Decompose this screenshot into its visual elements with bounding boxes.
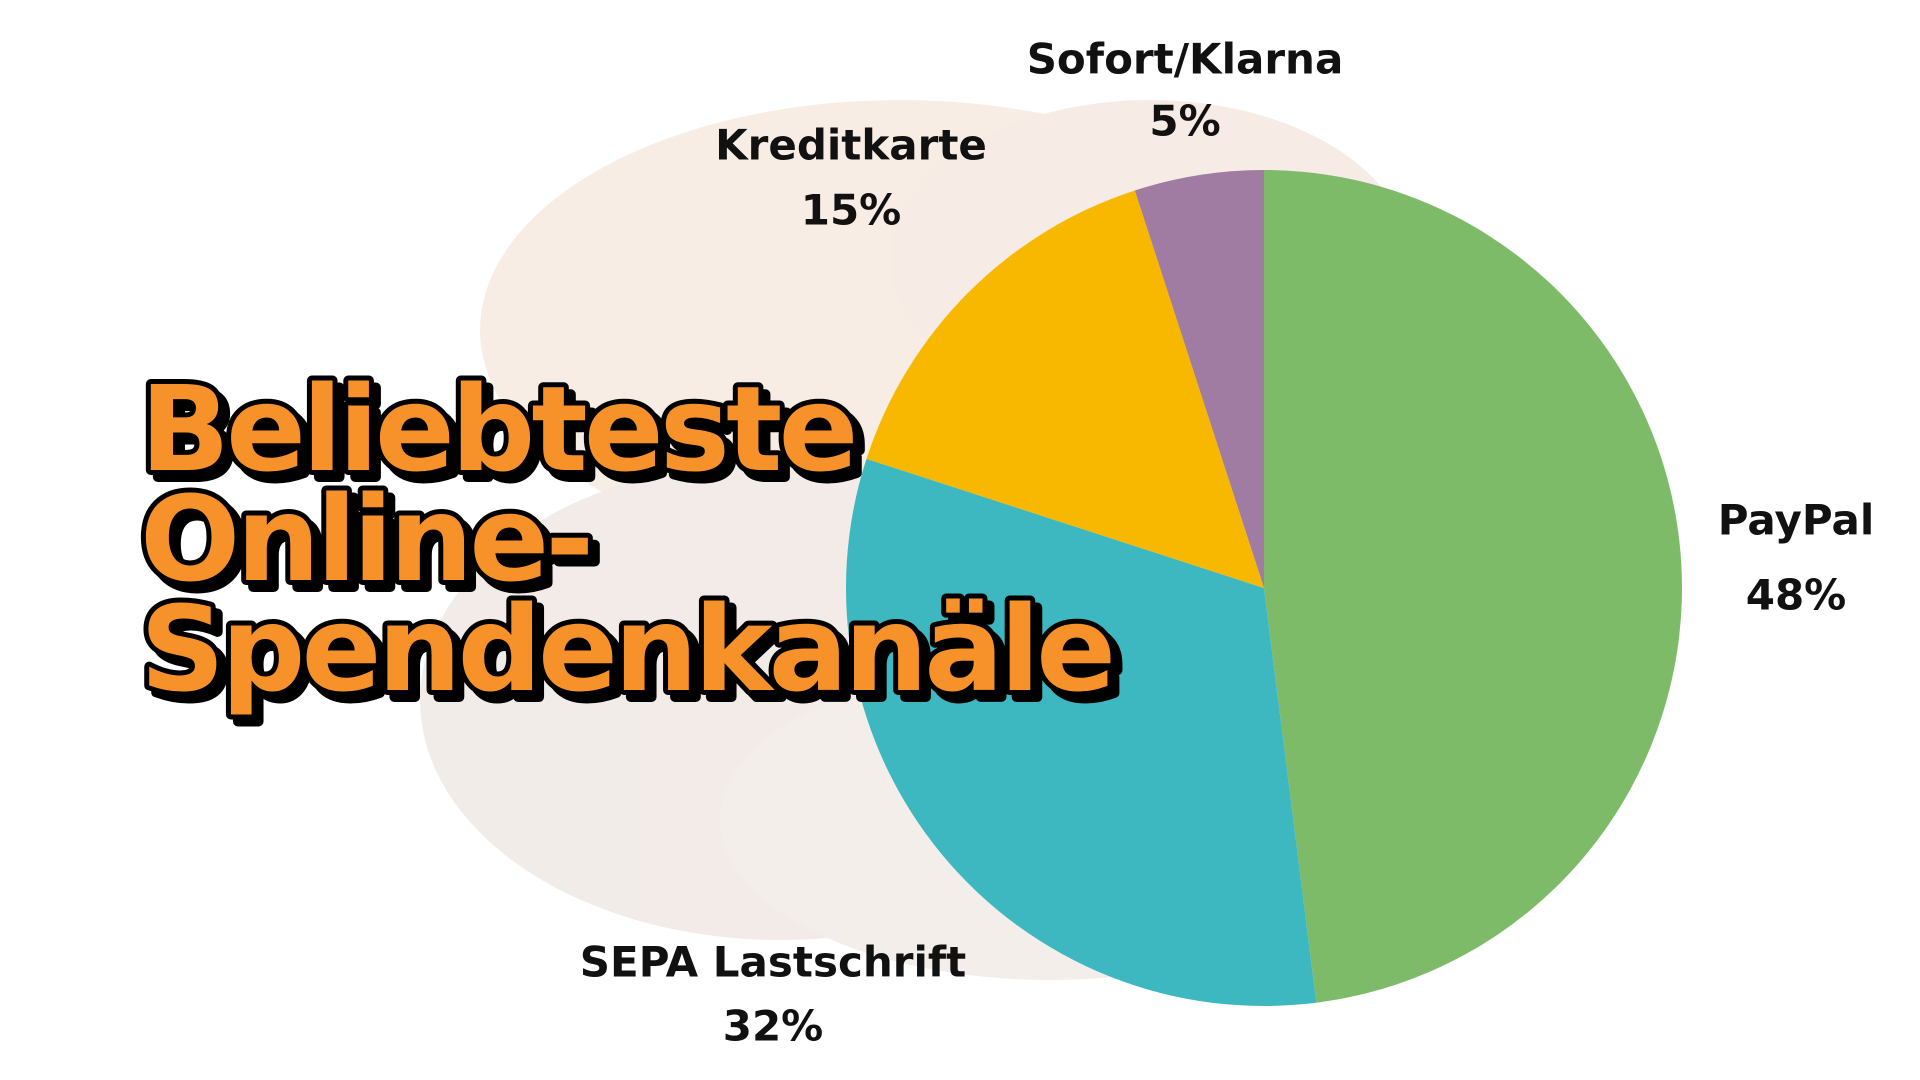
pie-slice — [866, 190, 1264, 588]
value-label: 32% — [723, 1002, 824, 1051]
pie-slice — [846, 458, 1317, 1006]
chart-title: Spendenkanäle — [140, 580, 1112, 718]
pie-slice — [1264, 170, 1682, 1003]
value-label: 15% — [801, 186, 902, 235]
slice-label: Sofort/Klarna — [1027, 35, 1344, 84]
pie-slice — [1134, 170, 1264, 588]
pie — [846, 170, 1682, 1006]
chart-title: Online- — [140, 470, 590, 608]
chart-title: Beliebteste — [140, 360, 854, 498]
slice-label: SEPA Lastschrift — [580, 938, 966, 987]
labels: PayPal 48% SEPA Lastschrift 32% Kreditkarte 1… — [580, 35, 1874, 1051]
value-label: 48% — [1746, 571, 1847, 620]
slice-label: Kreditkarte — [715, 121, 987, 170]
value-label: 5% — [1149, 97, 1220, 146]
slice-label: PayPal — [1718, 496, 1874, 545]
